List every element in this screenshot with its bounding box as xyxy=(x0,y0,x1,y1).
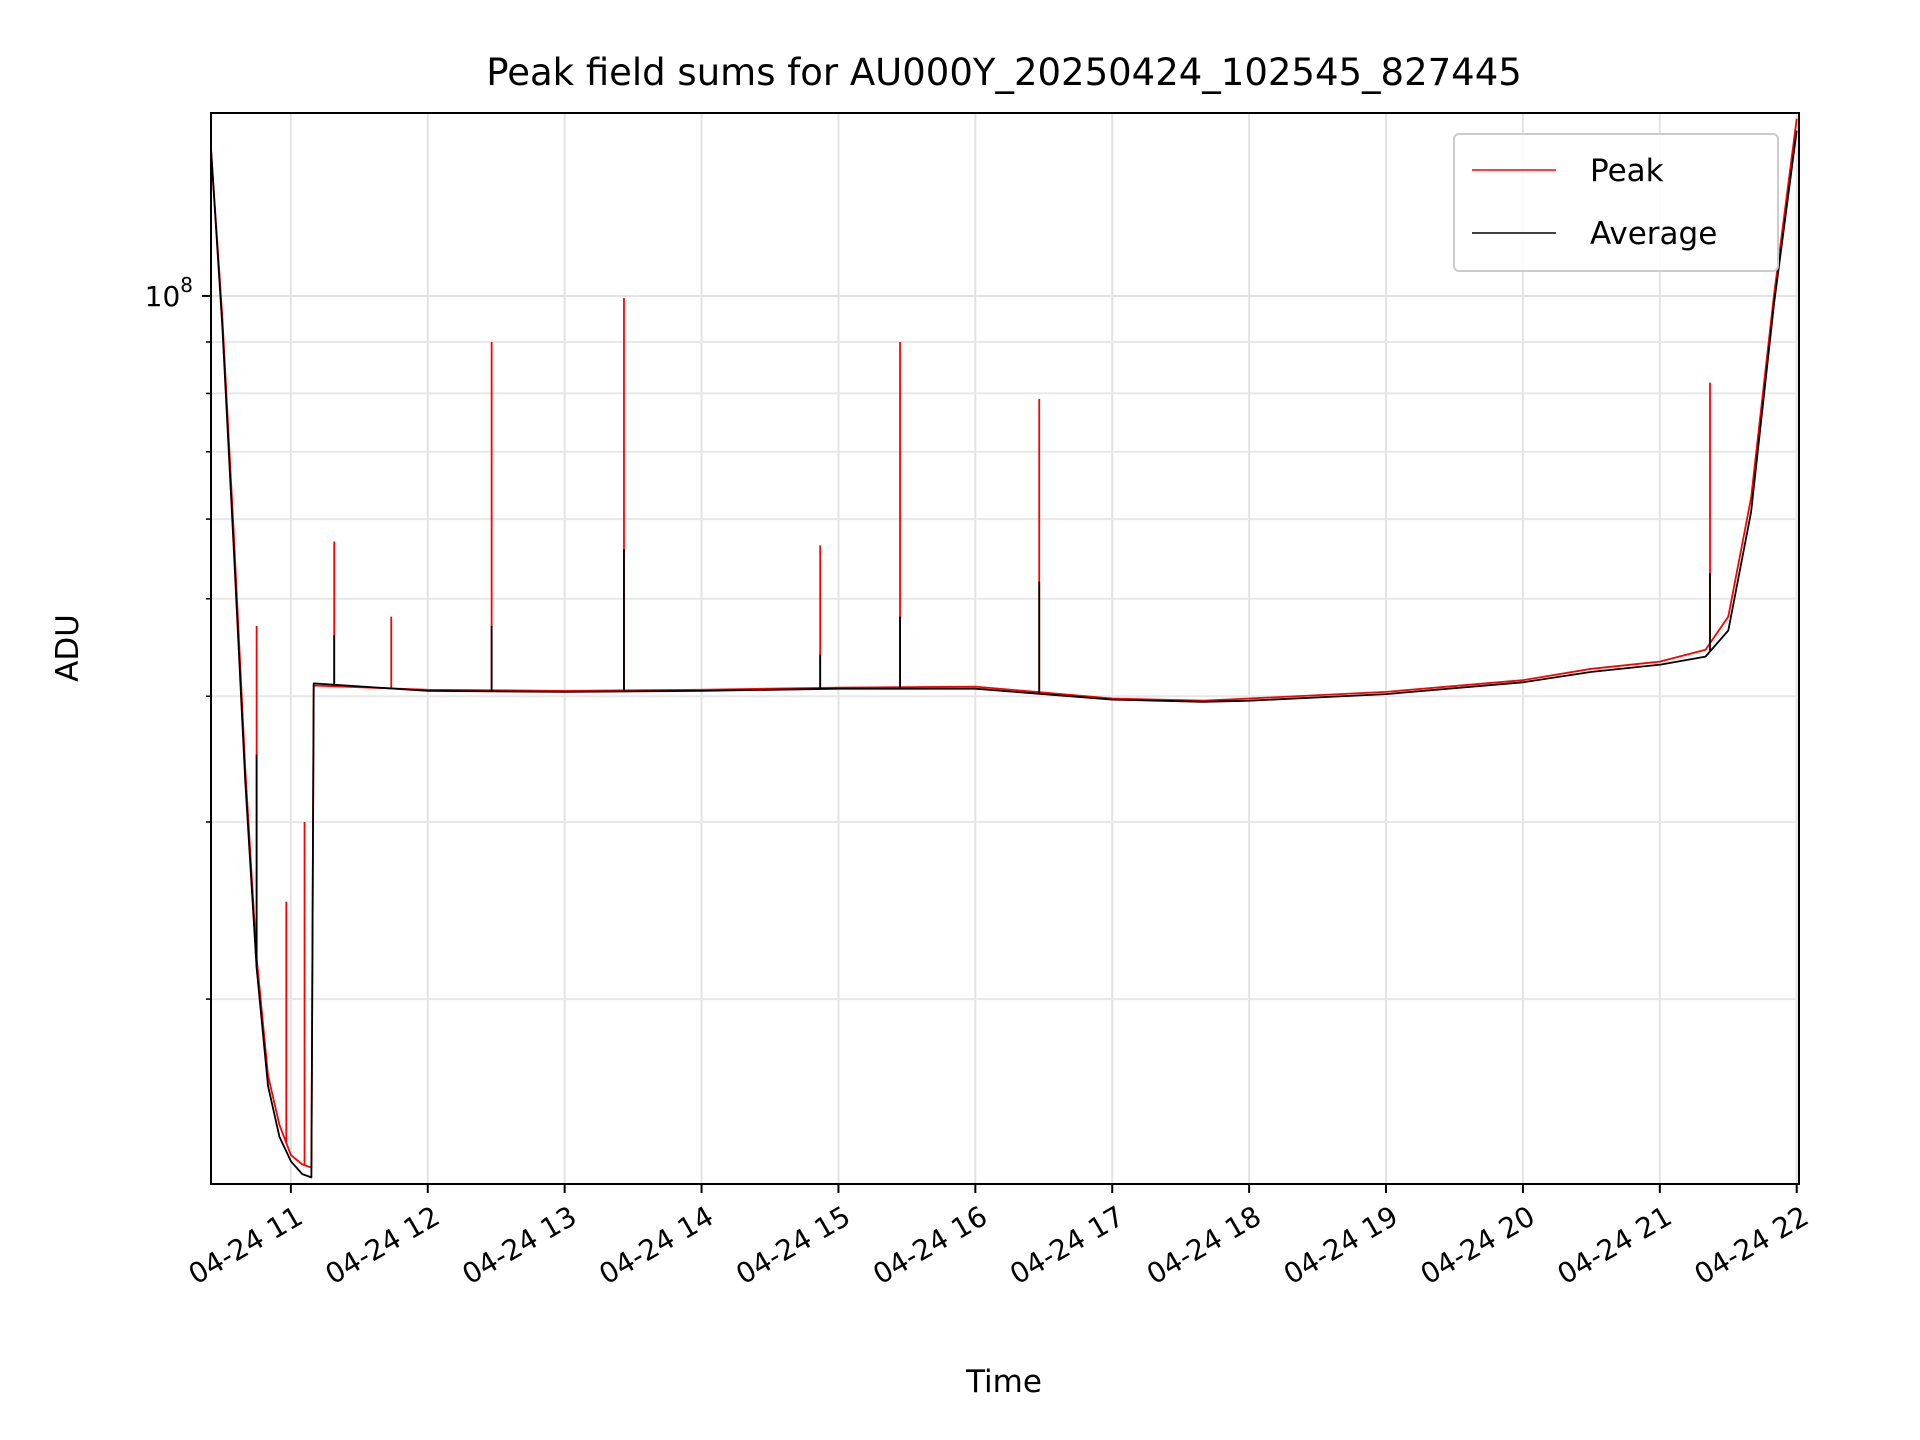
y-tick-label-exponent: 8 xyxy=(180,273,193,297)
legend-peak-label: Peak xyxy=(1590,153,1664,189)
chart-title: Peak field sums for AU000Y_20250424_1025… xyxy=(486,51,1522,94)
grid xyxy=(211,113,1799,1184)
y-tick-label-base: 10 xyxy=(145,280,181,313)
legend-box xyxy=(1453,133,1779,272)
legend-average-label: Average xyxy=(1590,216,1717,252)
y-axis-label: ADU xyxy=(50,614,86,682)
y-tick-label: 108 xyxy=(145,273,193,313)
series-layer xyxy=(211,118,1798,1179)
x-axis-label: Time xyxy=(965,1364,1042,1400)
y-axis: 108 xyxy=(145,273,211,1000)
legend: Peak Average xyxy=(1453,133,1779,272)
peak-series-line xyxy=(211,118,1798,1169)
average-series-line xyxy=(211,130,1798,1179)
plot-frame xyxy=(210,112,1800,1185)
